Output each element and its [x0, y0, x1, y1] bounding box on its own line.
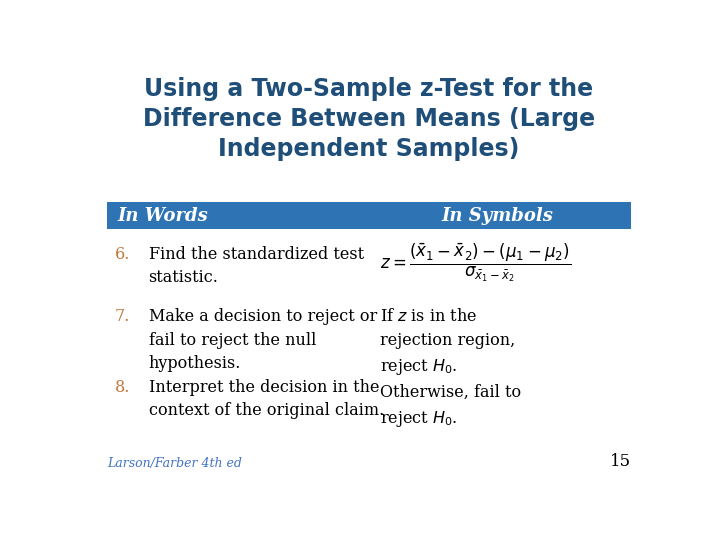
Text: $z = \dfrac{(\bar{x}_1 - \bar{x}_2) - (\mu_1 - \mu_2)}{\sigma_{\bar{x}_1 - \bar{: $z = \dfrac{(\bar{x}_1 - \bar{x}_2) - (\…	[380, 241, 571, 284]
Text: Using a Two-Sample z-Test for the
Difference Between Means (Large
Independent Sa: Using a Two-Sample z-Test for the Differ…	[143, 77, 595, 161]
Text: 6.: 6.	[115, 246, 130, 262]
Text: If $z$ is in the
rejection region,
reject $H_0$.
Otherwise, fail to
reject $H_0$: If $z$ is in the rejection region, rejec…	[380, 308, 521, 429]
Text: Find the standardized test
statistic.: Find the standardized test statistic.	[148, 246, 364, 286]
Text: Make a decision to reject or
fail to reject the null
hypothesis.: Make a decision to reject or fail to rej…	[148, 308, 377, 372]
Text: In Symbols: In Symbols	[441, 206, 553, 225]
Text: Larson/Farber 4th ed: Larson/Farber 4th ed	[107, 457, 242, 470]
Text: Interpret the decision in the
context of the original claim.: Interpret the decision in the context of…	[148, 379, 384, 419]
Text: 8.: 8.	[115, 379, 130, 396]
Text: 7.: 7.	[115, 308, 130, 325]
FancyBboxPatch shape	[107, 202, 631, 229]
Text: In Words: In Words	[117, 206, 208, 225]
Text: 15: 15	[610, 453, 631, 470]
